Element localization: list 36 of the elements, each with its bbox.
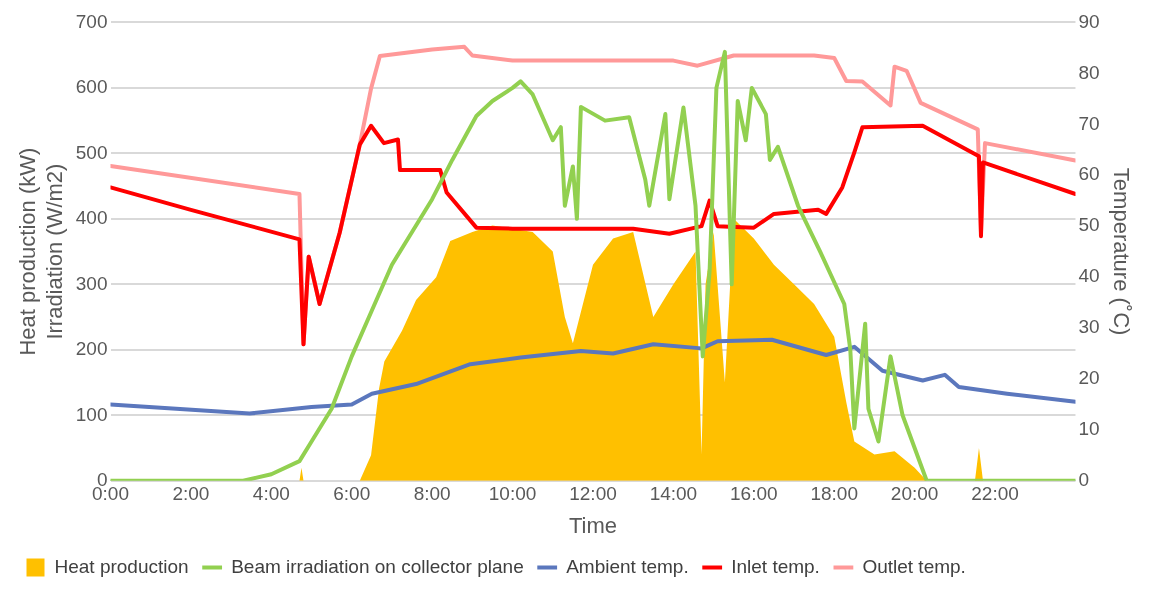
y-tick-label: 700	[75, 10, 108, 32]
y2-tick-label: 10	[1078, 418, 1100, 440]
x-tick-label: 8:00	[413, 483, 451, 505]
y2-tick-label: 0	[1078, 469, 1090, 491]
x-tick-label: 16:00	[730, 483, 778, 505]
legend-label: Outlet temp.	[862, 555, 966, 577]
legend-label: Inlet temp.	[731, 555, 820, 577]
x-tick-label: 2:00	[172, 483, 210, 505]
y2-tick-label: 50	[1078, 214, 1100, 236]
y2-tick-label: 30	[1078, 316, 1100, 338]
x-tick-label: 18:00	[810, 483, 858, 505]
y2-tick-label: 80	[1078, 61, 1100, 83]
y2-tick-label: 70	[1078, 112, 1100, 134]
x-tick-label: 6:00	[333, 483, 371, 505]
y-tick-label: 300	[75, 272, 108, 294]
y-tick-label: 400	[75, 207, 108, 229]
x-tick-label: 20:00	[890, 483, 939, 505]
x-tick-label: 10:00	[488, 483, 537, 505]
x-axis-title: Time	[568, 512, 618, 538]
y-tick-label: 100	[75, 403, 108, 425]
legend-label: Beam irradiation on collector plane	[231, 555, 524, 577]
y-tick-label: 500	[75, 141, 108, 163]
y2-tick-label: 40	[1078, 265, 1100, 287]
y-tick-label: 200	[75, 338, 108, 360]
y2-axis-title: Temperature (˚C)	[1108, 167, 1134, 336]
y-tick-label: 600	[75, 76, 108, 98]
y-axis-title: Heat production (kW) Irradiation (W/m2)	[15, 147, 67, 356]
x-tick-label: 4:00	[252, 483, 290, 505]
y2-tick-label: 20	[1078, 367, 1100, 389]
y2-tick-label: 60	[1078, 163, 1100, 185]
x-tick-label: 14:00	[649, 483, 698, 505]
legend-label: Ambient temp.	[566, 555, 689, 577]
x-tick-label: 12:00	[569, 483, 617, 505]
y2-tick-label: 90	[1078, 10, 1100, 32]
legend-label: Heat production	[54, 555, 189, 577]
x-tick-label: 22:00	[971, 483, 1019, 505]
